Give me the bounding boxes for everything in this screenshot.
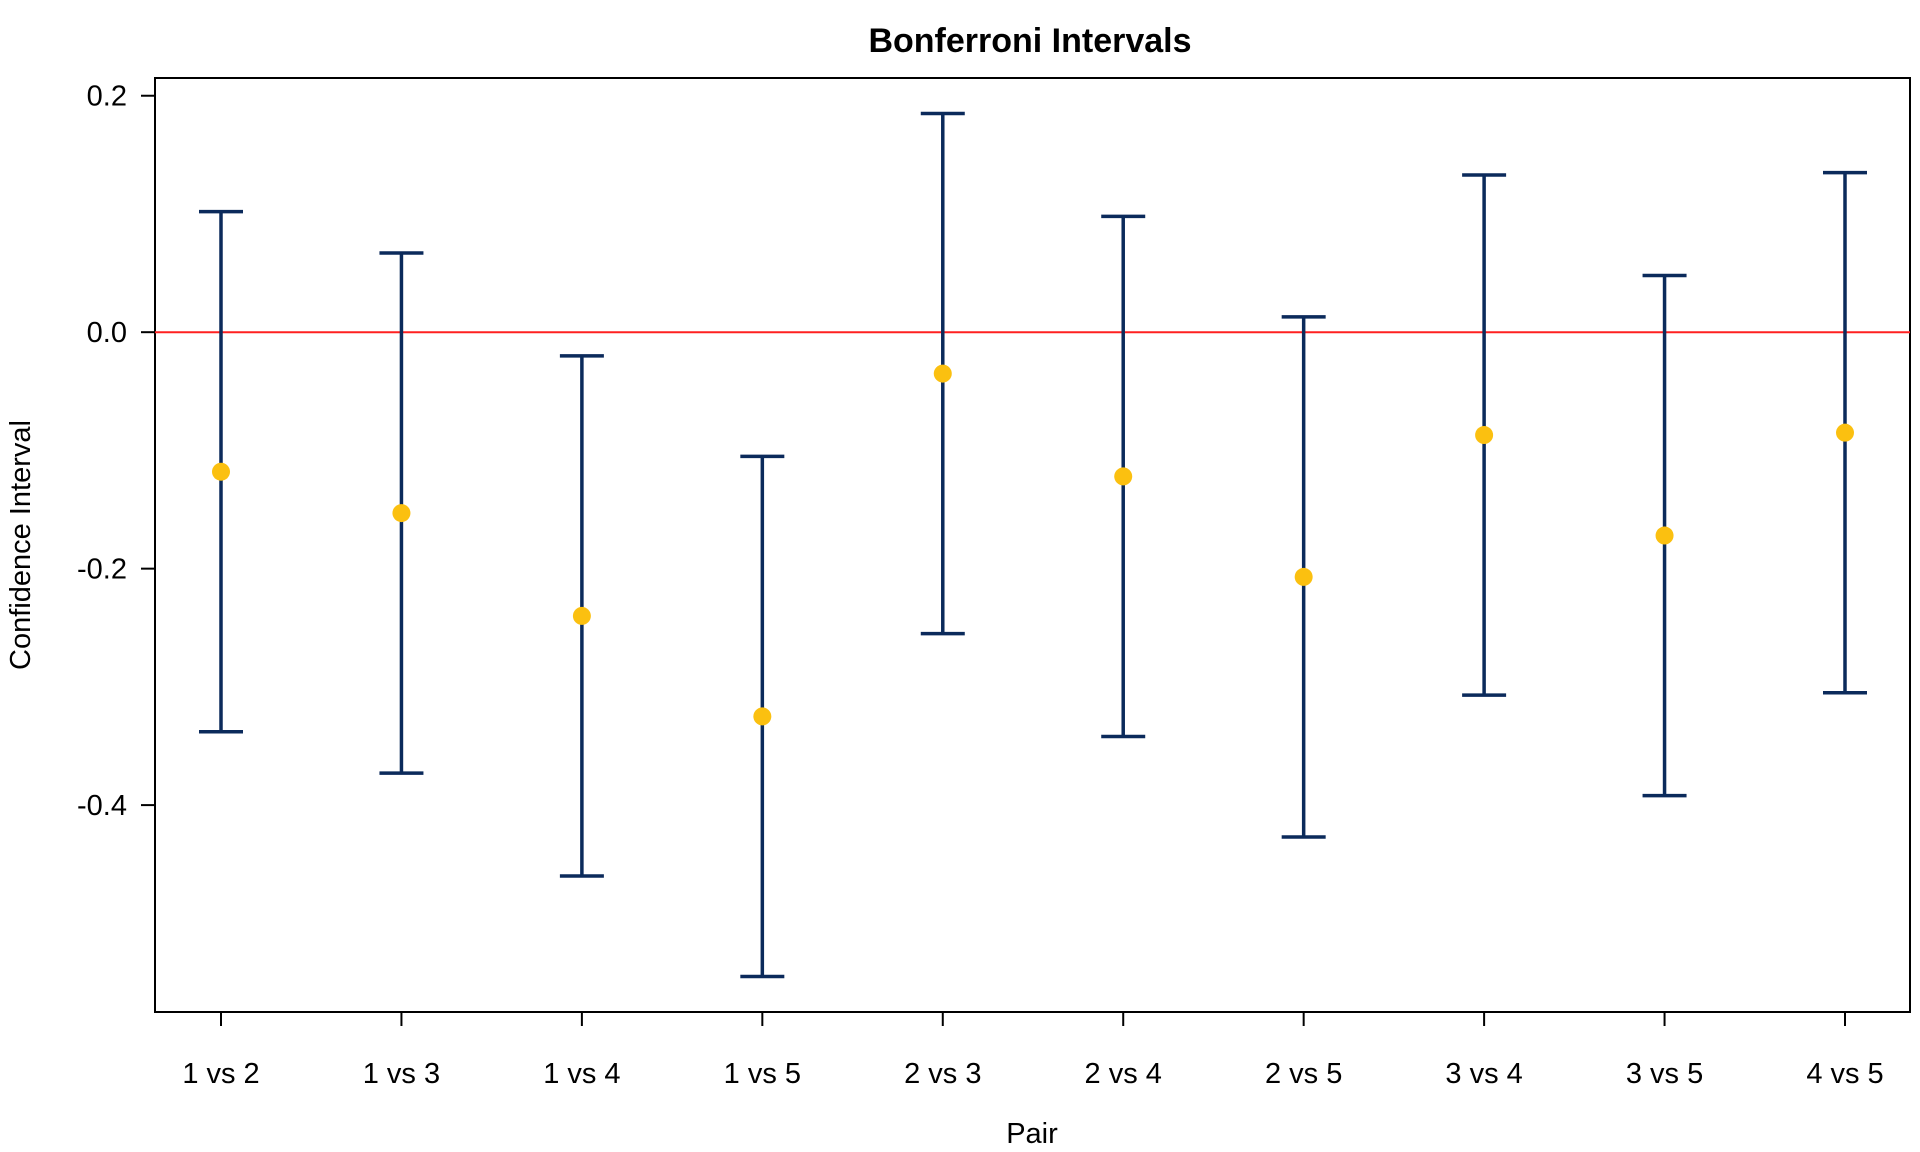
y-tick-label: 0.0 [87, 317, 127, 349]
y-tick-label: -0.4 [77, 790, 127, 822]
estimate-point [1294, 567, 1313, 586]
estimate-series [212, 364, 1854, 726]
interval-series [199, 111, 1867, 979]
x-tick-label: 2 vs 5 [1265, 1058, 1342, 1090]
x-axis-label: Pair [1006, 1118, 1058, 1150]
estimate-point [1114, 467, 1133, 486]
estimate-point [933, 364, 952, 383]
x-tick-label: 2 vs 4 [1085, 1058, 1162, 1090]
y-tick-label: 0.2 [87, 81, 127, 113]
x-tick-label: 1 vs 3 [363, 1058, 440, 1090]
plot-frame [154, 77, 1911, 1013]
x-tick-label: 3 vs 4 [1445, 1058, 1522, 1090]
estimate-point [1655, 526, 1674, 545]
x-tick-label: 2 vs 3 [904, 1058, 981, 1090]
estimate-point [392, 504, 411, 523]
x-tick-label: 1 vs 5 [724, 1058, 801, 1090]
y-tick-label: -0.2 [77, 554, 127, 586]
x-tick-label: 1 vs 4 [543, 1058, 620, 1090]
estimate-point [572, 606, 591, 625]
estimate-point [753, 707, 772, 726]
estimate-point [212, 462, 230, 481]
y-axis-label: Confidence Interval [5, 420, 37, 670]
y-axis: 0.2 0.0 -0.2 -0.4 [77, 81, 155, 822]
x-tick-label: 4 vs 5 [1806, 1058, 1883, 1090]
x-tick-label: 1 vs 2 [182, 1058, 259, 1090]
chart-title: Bonferroni Intervals [868, 22, 1191, 60]
estimate-point [1475, 426, 1494, 445]
x-axis: 1 vs 2 1 vs 3 1 vs 4 1 vs 5 2 vs 3 2 vs 4 2 vs… [182, 1012, 1884, 1090]
estimate-point [1836, 423, 1854, 442]
x-tick-label: 3 vs 5 [1626, 1058, 1703, 1090]
